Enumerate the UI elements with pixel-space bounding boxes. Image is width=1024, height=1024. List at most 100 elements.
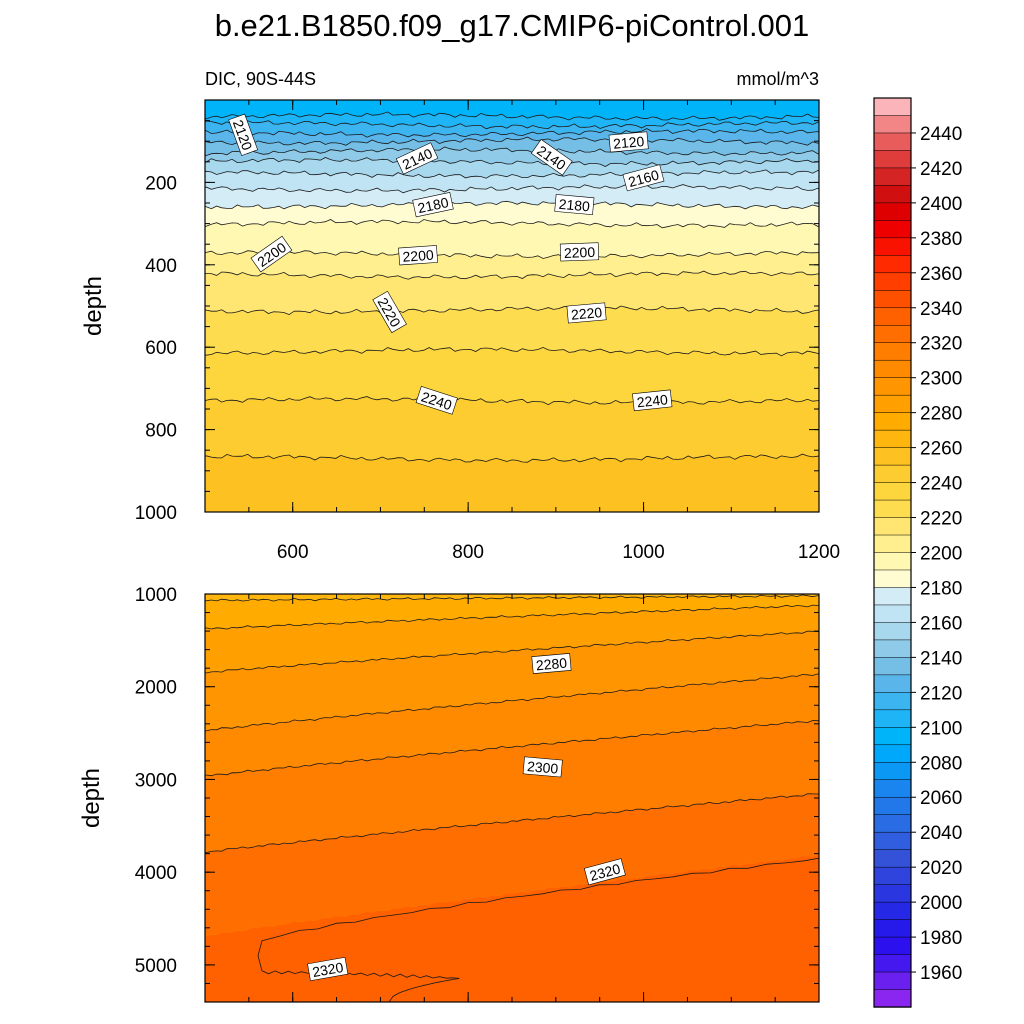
colorbar-box bbox=[873, 936, 912, 956]
colorbar-label: 2140 bbox=[920, 648, 962, 669]
contour-label-text: 2320 bbox=[311, 959, 345, 980]
lower-panel: 2280 2300 2320 2320 1000 2000 3000 4000 5000 de… bbox=[78, 585, 820, 1003]
colorbar-label: 2280 bbox=[920, 404, 962, 425]
upper-band bbox=[205, 396, 819, 463]
contour-label: 2160 bbox=[622, 164, 665, 192]
colorbar-box bbox=[873, 447, 912, 466]
colorbar-box bbox=[873, 779, 912, 798]
colorbar-box bbox=[873, 884, 912, 903]
colorbar-label: 2300 bbox=[920, 369, 962, 390]
contour-label-box bbox=[632, 389, 673, 412]
chart-title: b.e21.B1850.f09_g17.CMIP6-piControl.001 bbox=[215, 8, 810, 43]
colorbar-box bbox=[873, 989, 912, 1008]
contour-label: 2280 bbox=[531, 653, 572, 674]
lower-band bbox=[205, 720, 819, 853]
colorbar-label: 2020 bbox=[920, 858, 962, 879]
colorbar-box bbox=[873, 255, 912, 274]
upper-contour-lines bbox=[205, 111, 819, 463]
x-tick-label: 600 bbox=[277, 542, 309, 563]
contour-label: 2180 bbox=[554, 194, 595, 216]
upper-contour-line bbox=[205, 184, 819, 194]
upper-band bbox=[205, 271, 819, 315]
colorbar-box bbox=[873, 901, 912, 921]
contour-label-box bbox=[530, 139, 573, 176]
upper-contour-line bbox=[205, 136, 819, 146]
colorbar-box bbox=[873, 971, 912, 991]
colorbar-box bbox=[873, 325, 912, 344]
contour-label-text: 2200 bbox=[564, 244, 596, 261]
lower-band bbox=[205, 793, 819, 937]
lower-ticks: 1000 2000 3000 4000 5000 bbox=[135, 585, 820, 1003]
colorbar-label: 1960 bbox=[920, 963, 962, 984]
contour-label: 2120 bbox=[608, 131, 649, 153]
colorbar-label: 2240 bbox=[920, 474, 962, 495]
y-tick-label: 800 bbox=[145, 421, 177, 442]
contour-label-text: 2240 bbox=[636, 391, 669, 410]
y-tick-label: 3000 bbox=[135, 770, 177, 791]
upper-contour-line bbox=[205, 453, 819, 463]
colorbar-label: 2080 bbox=[920, 753, 962, 774]
colorbar-box bbox=[873, 831, 912, 851]
y-tick-label: 1000 bbox=[135, 585, 177, 606]
colorbar-box bbox=[873, 762, 912, 781]
y-tick-label: 1000 bbox=[135, 503, 177, 524]
upper-contour-line bbox=[205, 346, 819, 357]
colorbar-label: 2220 bbox=[920, 509, 962, 530]
upper-fill bbox=[205, 100, 819, 512]
y-tick-label: 4000 bbox=[135, 863, 177, 884]
colorbar-box bbox=[873, 534, 912, 554]
upper-contour-line bbox=[205, 157, 819, 167]
upper-contour-line bbox=[205, 120, 819, 130]
colorbar-box bbox=[873, 517, 912, 536]
contour-label: 2240 bbox=[632, 389, 673, 412]
colorbar-box bbox=[873, 657, 912, 676]
colorbar-box bbox=[873, 464, 912, 484]
colorbar-box bbox=[873, 412, 912, 431]
contour-label: 2220 bbox=[566, 302, 607, 324]
upper-band bbox=[205, 111, 819, 129]
colorbar-label: 2380 bbox=[920, 229, 962, 250]
contour-label-box bbox=[412, 191, 454, 218]
colorbar-box bbox=[873, 954, 912, 973]
colorbar-box bbox=[873, 796, 912, 816]
contour-label-box bbox=[559, 242, 600, 262]
colorbar-box bbox=[873, 919, 912, 938]
contour-label: 2180 bbox=[412, 191, 454, 218]
contour-label-box bbox=[608, 131, 649, 153]
upper-contour-line bbox=[205, 250, 819, 260]
colorbar-box bbox=[873, 167, 912, 187]
colorbar-label: 2440 bbox=[920, 124, 962, 145]
contour-label-text: 2320 bbox=[588, 860, 622, 884]
upper-band bbox=[205, 250, 819, 280]
colorbar-box bbox=[873, 394, 912, 414]
contour-label-text: 2220 bbox=[570, 304, 603, 323]
y-tick-label: 2000 bbox=[135, 678, 177, 699]
colorbar-boxes bbox=[873, 97, 912, 1008]
contour-label-text: 2180 bbox=[558, 196, 591, 215]
y-tick-label: 600 bbox=[145, 338, 177, 359]
contour-label: 2200 bbox=[559, 242, 600, 262]
units-subtitle: mmol/m^3 bbox=[737, 69, 819, 89]
colorbar-box bbox=[873, 202, 912, 222]
colorbar-label: 2120 bbox=[920, 683, 962, 704]
colorbar-label: 2000 bbox=[920, 893, 962, 914]
contour-label: 2200 bbox=[398, 245, 438, 266]
x-tick-label: 1200 bbox=[798, 542, 840, 563]
lower-contour-line bbox=[205, 720, 819, 777]
contour-label: 2320 bbox=[583, 858, 626, 886]
contour-label-box bbox=[531, 653, 572, 674]
colorbar: 2440 2420 2400 2380 2360 2340 2320 2300 2280 2260… bbox=[873, 97, 962, 1008]
upper-contour-line bbox=[205, 396, 819, 406]
contour-label-text: 2120 bbox=[612, 133, 645, 152]
colorbar-box bbox=[873, 622, 912, 641]
contour-label-box bbox=[554, 194, 595, 216]
colorbar-label: 2100 bbox=[920, 718, 962, 739]
upper-contour-line bbox=[205, 305, 819, 316]
colorbar-label: 2360 bbox=[920, 264, 962, 285]
lower-y-axis-label: depth bbox=[78, 768, 105, 828]
colorbar-box bbox=[873, 132, 912, 152]
colorbar-label: 2320 bbox=[920, 334, 962, 355]
colorbar-label: 2340 bbox=[920, 299, 962, 320]
